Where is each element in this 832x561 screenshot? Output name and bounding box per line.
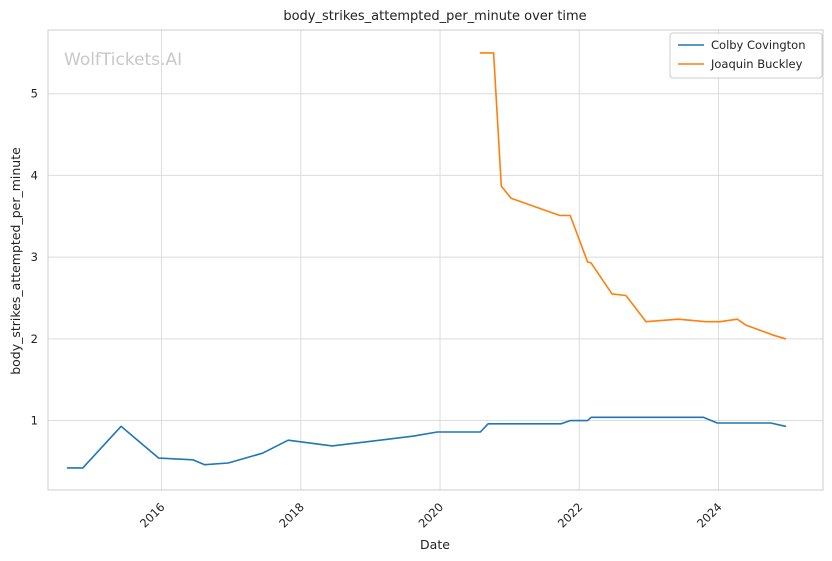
tick-labels: 2016 2018 2020 2022 2024 1 2 3 4 5 [31,87,725,531]
series-line-colby-covington [66,416,787,469]
series-layer [66,52,787,469]
legend-box [669,32,823,79]
x-tick-label-2020: 2020 [416,500,447,531]
legend: Colby Covington Joaquin Buckley [669,32,823,79]
grid-lines [48,30,823,490]
chart-title: body_strikes_attempted_per_minute over t… [283,9,586,24]
y-tick-label-1: 1 [31,414,38,428]
series-line-joaquin-buckley [479,52,787,340]
legend-label-joaquin-buckley: Joaquin Buckley [710,57,803,71]
x-tick-label-2016: 2016 [137,500,168,531]
x-tick-label-2024: 2024 [694,500,725,531]
x-axis-label: Date [420,537,450,552]
y-tick-label-4: 4 [31,168,38,182]
y-tick-label-5: 5 [31,87,38,101]
y-tick-label-3: 3 [31,250,38,264]
y-tick-label-2: 2 [31,332,38,346]
y-axis-label: body_strikes_attempted_per_minute [8,147,23,375]
x-tick-label-2018: 2018 [276,500,307,531]
plot-area-frame [47,29,824,491]
x-tick-label-2022: 2022 [555,500,586,531]
legend-label-colby-covington: Colby Covington [711,38,806,52]
watermark-text: WolfTickets.AI [64,50,182,70]
